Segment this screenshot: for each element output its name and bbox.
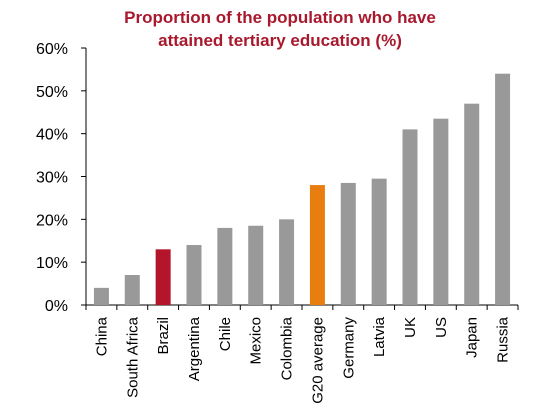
bar bbox=[93, 287, 109, 305]
x-tick-label: Chile bbox=[217, 317, 234, 351]
y-tick-label: 40% bbox=[36, 127, 68, 144]
bar bbox=[155, 249, 171, 305]
y-tick-label: 20% bbox=[36, 212, 68, 229]
x-tick-label: Colombia bbox=[279, 316, 296, 380]
bar bbox=[340, 182, 356, 305]
bar bbox=[309, 185, 325, 305]
x-tick-label: China bbox=[93, 316, 110, 356]
x-tick-label: Mexico bbox=[248, 317, 265, 365]
chart-title: Proportion of the population who have at… bbox=[0, 6, 560, 52]
x-tick-label: Brazil bbox=[155, 317, 172, 355]
y-tick-label: 30% bbox=[36, 170, 68, 187]
y-tick-label: 0% bbox=[45, 298, 68, 315]
x-tick-label: Japan bbox=[464, 317, 481, 358]
bar bbox=[217, 227, 233, 305]
x-tick-label: Germany bbox=[340, 317, 357, 379]
bar bbox=[371, 178, 387, 305]
x-tick-label: US bbox=[433, 317, 450, 338]
bar bbox=[124, 275, 140, 305]
x-tick-label: Russia bbox=[495, 316, 512, 363]
bar bbox=[464, 103, 480, 305]
bar bbox=[495, 73, 511, 305]
chart-title-line-2: attained tertiary education (%) bbox=[158, 31, 402, 50]
x-tick-label: South Africa bbox=[124, 316, 141, 398]
x-tick-label: G20 average bbox=[309, 317, 326, 404]
bar bbox=[248, 225, 264, 305]
y-tick-label: 50% bbox=[36, 84, 68, 101]
x-tick-label: Latvia bbox=[371, 316, 388, 357]
x-tick-label: UK bbox=[402, 317, 419, 338]
x-tick-label: Argentina bbox=[186, 316, 203, 381]
bar bbox=[186, 245, 202, 305]
chart-title-line-1: Proportion of the population who have bbox=[124, 8, 436, 27]
y-tick-label: 60% bbox=[36, 41, 68, 58]
bar bbox=[279, 219, 295, 305]
y-tick-label: 10% bbox=[36, 255, 68, 272]
bar bbox=[402, 129, 418, 305]
bar bbox=[433, 118, 449, 305]
